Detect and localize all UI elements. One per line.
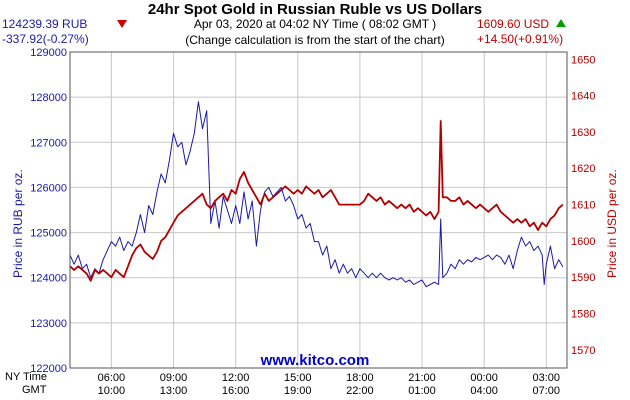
right-tick-label: 1580 xyxy=(571,309,595,321)
up-arrow-icon xyxy=(556,19,566,27)
x-tick-label-ny: 00:00 xyxy=(470,372,498,384)
rub-price: 124239.39 RUB xyxy=(2,17,88,31)
x-tick-label-ny: 03:00 xyxy=(533,372,561,384)
series-lines xyxy=(69,101,564,288)
left-tick-label: 127000 xyxy=(30,137,67,149)
series-line-usd xyxy=(69,120,564,282)
x-tick-label-gmt: 22:00 xyxy=(346,385,374,397)
x-tick-label-ny: 21:00 xyxy=(408,372,436,384)
x-tick-label-ny: 06:00 xyxy=(98,372,126,384)
left-axis-ticks: 122000 123000 124000 125000 126000 127000 1280… xyxy=(30,47,67,375)
right-tick-label: 1640 xyxy=(571,91,595,103)
x-tick-label-gmt: 13:00 xyxy=(160,385,188,397)
left-tick-label: 124000 xyxy=(30,273,67,285)
x-tick-label-ny: 15:00 xyxy=(284,372,312,384)
x-tick-label-gmt: 10:00 xyxy=(98,385,126,397)
x-tick-label-ny: 18:00 xyxy=(346,372,374,384)
chart-title: 24hr Spot Gold in Russian Ruble vs US Do… xyxy=(147,1,483,18)
x-tick-label-gmt: 07:00 xyxy=(533,385,561,397)
left-tick-label: 123000 xyxy=(30,318,67,330)
right-tick-label: 1570 xyxy=(571,345,595,357)
x-tick-label-gmt: 01:00 xyxy=(408,385,436,397)
ny-time-label: NY Time xyxy=(5,371,47,383)
x-tick-label-gmt: 19:00 xyxy=(284,385,312,397)
x-tick-label-ny: 12:00 xyxy=(222,372,250,384)
right-axis-ticks: 1570 1580 1590 1600 1610 1620 1630 1640 1650 xyxy=(571,54,595,357)
down-arrow-icon xyxy=(117,20,127,28)
left-tick-label: 126000 xyxy=(30,182,67,194)
rub-change: -337.92(-0.27%) xyxy=(2,32,89,46)
usd-change: +14.50(+0.91%) xyxy=(477,32,564,46)
x-tick-label-gmt: 04:00 xyxy=(470,385,498,397)
plot-frame xyxy=(69,51,568,369)
grid-lines xyxy=(70,51,567,369)
right-tick-label: 1600 xyxy=(571,236,595,248)
left-tick-label: 129000 xyxy=(30,47,67,59)
chart-note: (Change calculation is from the start of… xyxy=(185,33,445,47)
left-tick-label: 125000 xyxy=(30,228,67,240)
right-tick-label: 1620 xyxy=(571,163,595,175)
right-tick-label: 1610 xyxy=(571,200,595,212)
right-tick-label: 1630 xyxy=(571,127,595,139)
gmt-label: GMT xyxy=(22,384,47,396)
left-tick-label: 122000 xyxy=(30,363,67,375)
right-tick-label: 1650 xyxy=(571,54,595,66)
chart-timestamp: Apr 03, 2020 at 04:02 NY Time ( 08:02 GM… xyxy=(193,17,437,31)
right-tick-label: 1590 xyxy=(571,272,595,284)
usd-price: 1609.60 USD xyxy=(477,17,550,31)
watermark: www.kitco.com xyxy=(260,352,370,369)
x-tick-label-gmt: 16:00 xyxy=(222,385,250,397)
series-line-rub xyxy=(69,101,564,288)
x-tick-label-ny: 09:00 xyxy=(160,372,188,384)
left-tick-label: 128000 xyxy=(30,92,67,104)
